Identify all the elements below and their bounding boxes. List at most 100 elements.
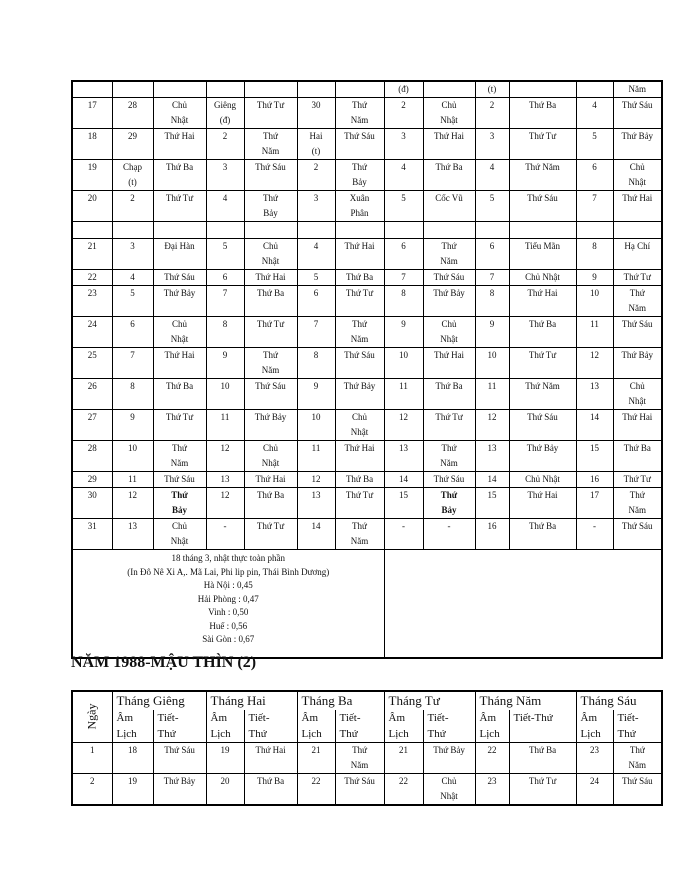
table-cell: Thứ Năm bbox=[508, 159, 577, 191]
table-cell: 23 bbox=[71, 285, 113, 317]
table-cell: (t) bbox=[474, 80, 510, 98]
table-cell: 30 bbox=[71, 487, 113, 519]
table-cell: 4 bbox=[474, 159, 510, 191]
table-cell: Thứ Hai bbox=[508, 487, 577, 519]
table-cell: Thứ Hai bbox=[422, 128, 476, 160]
table-cell: 14 bbox=[575, 409, 614, 441]
sub-header: Âm Lịch bbox=[296, 710, 336, 743]
table-row: 28 10 Thứ Năm 12 Chủ Nhật 11 Thứ Hai 13 Thứ Năm 1… bbox=[71, 440, 663, 472]
table-row: 30 12 Thứ Bảy 12 Thứ Ba 13 Thứ Tư 15 Thứ Bảy 15 Th… bbox=[71, 487, 663, 519]
table-cell: Thứ Hai bbox=[334, 440, 385, 472]
note-row: 18 tháng 3, nhật thực toàn phần (In Đô Nê… bbox=[71, 549, 663, 658]
table-cell: 3 bbox=[111, 238, 154, 270]
table-cell: 28 bbox=[71, 440, 113, 472]
table-cell: 4 bbox=[111, 269, 154, 286]
table-cell: - bbox=[383, 518, 424, 550]
table-cell: Thứ Hai bbox=[422, 347, 476, 379]
table-cell: Giêng (đ) bbox=[205, 97, 245, 129]
table-cell: 15 bbox=[383, 487, 424, 519]
table-cell: 10 bbox=[575, 285, 614, 317]
table-cell: 3 bbox=[205, 159, 245, 191]
table-cell: 29 bbox=[71, 471, 113, 488]
table-cell: Xuân Phân bbox=[334, 190, 385, 222]
table-cell: Thứ Bảy bbox=[152, 285, 207, 317]
table-cell: 6 bbox=[383, 238, 424, 270]
table-cell: 8 bbox=[296, 347, 336, 379]
table-cell: 4 bbox=[575, 97, 614, 129]
table-cell: Thứ Ba bbox=[243, 773, 298, 806]
table-row: 20 2 Thứ Tư 4 Thứ Bảy 3 Xuân Phân 5 Cốc Vũ 5 Thứ S… bbox=[71, 190, 663, 222]
table-cell: Thứ Sáu bbox=[422, 269, 476, 286]
table-cell: Thứ Sáu bbox=[152, 471, 207, 488]
month-header: Tháng Ba bbox=[296, 690, 385, 710]
table-row: 17 28 Chủ Nhật Giêng (đ) Thứ Tư 30 Thứ Năm 2 Chủ… bbox=[71, 97, 663, 129]
sub-header: Tiết- Thứ bbox=[612, 710, 663, 743]
table-cell bbox=[243, 80, 298, 98]
table-cell: Thứ Sáu bbox=[612, 773, 663, 806]
table-cell: Thứ Sáu bbox=[612, 518, 663, 550]
table-cell: 2 bbox=[71, 773, 113, 806]
month-header: Tháng Hai bbox=[205, 690, 298, 710]
table-cell: Năm bbox=[612, 80, 663, 98]
table-cell: Thứ Sáu bbox=[152, 269, 207, 286]
table-cell: Thứ Tư bbox=[612, 269, 663, 286]
table-cell bbox=[111, 221, 154, 239]
table-cell: Thứ Sáu bbox=[422, 471, 476, 488]
table-cell: 21 bbox=[296, 742, 336, 774]
table-cell bbox=[111, 80, 154, 98]
table-cell: Chủ Nhật bbox=[612, 378, 663, 410]
table-cell: 8 bbox=[111, 378, 154, 410]
table-cell: Thứ Sáu bbox=[508, 190, 577, 222]
month-header: Tháng Năm bbox=[474, 690, 577, 710]
table-cell: Chủ Nhật bbox=[152, 316, 207, 348]
table-cell: Thứ Tư bbox=[243, 316, 298, 348]
table-cell: 6 bbox=[296, 285, 336, 317]
table-cell: Thứ Bảy bbox=[508, 440, 577, 472]
table-cell: 12 bbox=[205, 440, 245, 472]
table-cell: Thứ Hai bbox=[612, 409, 663, 441]
table-cell: 16 bbox=[575, 471, 614, 488]
table-cell: 11 bbox=[111, 471, 154, 488]
table-cell: 27 bbox=[71, 409, 113, 441]
table-cell: 25 bbox=[71, 347, 113, 379]
table-cell: 7 bbox=[296, 316, 336, 348]
note-line: 18 tháng 3, nhật thực toàn phần bbox=[171, 553, 286, 563]
note-line: Sài Gòn : 0,67 bbox=[202, 634, 255, 644]
table-row: 21 3 Đại Hàn 5 Chủ Nhật 4 Thứ Hai 6 Thứ Năm 6 Tiểu… bbox=[71, 238, 663, 270]
table-cell: Chủ Nhật bbox=[422, 316, 476, 348]
table-cell: 7 bbox=[111, 347, 154, 379]
table-row: 18 29 Thứ Hai 2 Thứ Năm Hai (t) Thứ Sáu 3 Thứ Ha… bbox=[71, 128, 663, 160]
table-cell: 9 bbox=[575, 269, 614, 286]
table-row: 1 18 Thứ Sáu 19 Thứ Hai 21 Thứ Năm 21 Thứ Bảy 22 T… bbox=[71, 742, 663, 774]
sub-header-row: Âm Lịch Tiết- Thứ Âm Lịch Tiết- Thứ Âm Lịch T… bbox=[72, 710, 663, 743]
sub-header: Âm Lịch bbox=[383, 710, 424, 743]
table-cell: Hạ Chí bbox=[612, 238, 663, 270]
table-cell: 11 bbox=[383, 378, 424, 410]
table-cell: Chủ Nhật bbox=[334, 409, 385, 441]
table-cell: Thứ Bảy bbox=[612, 128, 663, 160]
month-header: Tháng Sáu bbox=[575, 690, 663, 710]
note-line: Hải Phòng : 0,47 bbox=[197, 593, 259, 604]
table-cell: 17 bbox=[575, 487, 614, 519]
table-cell: Thứ Ba bbox=[508, 97, 577, 129]
table-cell: Thứ Sáu bbox=[612, 97, 663, 129]
table-cell: Thứ Ba bbox=[152, 159, 207, 191]
table-cell: Thứ Bảy bbox=[334, 378, 385, 410]
table-cell: 9 bbox=[205, 347, 245, 379]
note-line: (In Đô Nê Xi A,. Mã Lai, Phi lip pin, Th… bbox=[127, 566, 330, 577]
table-cell: 7 bbox=[474, 269, 510, 286]
table-cell: 12 bbox=[296, 471, 336, 488]
table-cell: 13 bbox=[296, 487, 336, 519]
sub-header: Tiết- Thứ bbox=[243, 710, 298, 743]
table-cell bbox=[575, 80, 614, 98]
table-cell: 6 bbox=[575, 159, 614, 191]
table-cell: Thứ Bảy bbox=[422, 487, 476, 519]
table-cell bbox=[334, 221, 385, 239]
table-cell: 11 bbox=[205, 409, 245, 441]
table-cell: 15 bbox=[575, 440, 614, 472]
table-cell: Thứ Bảy bbox=[422, 742, 476, 774]
table-cell: 21 bbox=[71, 238, 113, 270]
spacer-row bbox=[71, 221, 663, 239]
table-cell: 19 bbox=[111, 773, 154, 806]
table-cell: Thứ Hai bbox=[152, 128, 207, 160]
